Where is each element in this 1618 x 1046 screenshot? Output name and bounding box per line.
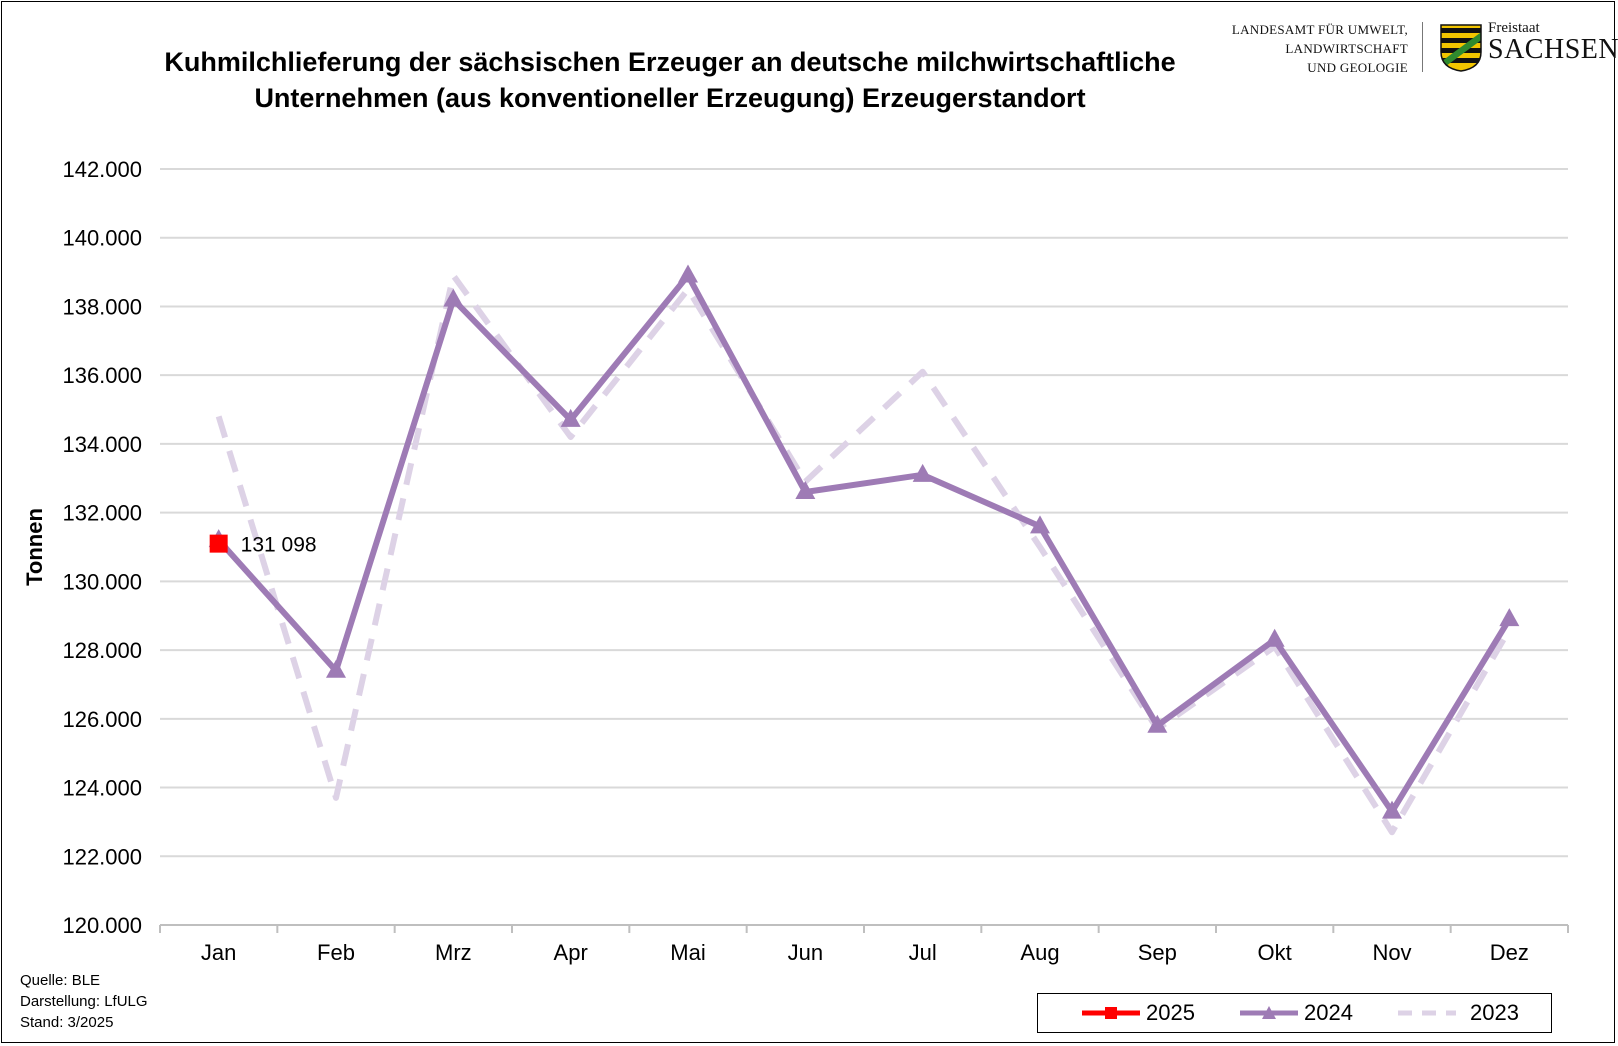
series-line-2024 <box>216 272 1512 815</box>
data-point-2024 <box>1030 515 1050 534</box>
footnote-date: Stand: 3/2025 <box>20 1014 114 1031</box>
chart-title-line1: Kuhmilchlieferung der sächsischen Erzeug… <box>164 47 1176 77</box>
legend-label-2023: 2023 <box>1470 1000 1519 1025</box>
agency-logo-line1: LANDESAMT FÜR UMWELT, <box>1231 22 1408 37</box>
y-tick-label: 134.000 <box>62 432 142 457</box>
data-point-2024 <box>912 463 933 482</box>
saxony-brand: Freistaat SACHSEN <box>1488 20 1618 64</box>
y-tick-label: 120.000 <box>62 913 142 938</box>
x-tick-label: Jul <box>909 940 937 965</box>
data-point-2024 <box>795 481 816 500</box>
data-point-2024 <box>326 659 346 678</box>
x-tick-label: Nov <box>1372 940 1411 965</box>
footnote-author: Darstellung: LfULG <box>20 993 148 1010</box>
data-point-2024 <box>443 288 464 307</box>
logo-divider <box>1422 22 1423 72</box>
x-tick-label: Sep <box>1138 940 1177 965</box>
x-tick-label: Aug <box>1020 940 1059 965</box>
x-tick-label: Apr <box>554 940 588 965</box>
legend-swatch-2023 <box>1398 1010 1456 1016</box>
data-label: 131 098 <box>241 534 317 557</box>
chart-title: Kuhmilchlieferung der sächsischen Erzeug… <box>100 44 1240 116</box>
data-point-2024 <box>1499 608 1520 627</box>
y-tick-label: 142.000 <box>62 157 142 182</box>
data-point-2024 <box>1382 800 1402 819</box>
y-tick-label: 140.000 <box>62 226 142 251</box>
y-tick-label: 128.000 <box>62 638 142 663</box>
x-tick-label: Mrz <box>435 940 472 965</box>
saxony-coat-of-arms-icon <box>1440 24 1482 72</box>
legend-label-2024: 2024 <box>1304 1000 1353 1025</box>
y-tick-label: 124.000 <box>62 776 142 801</box>
data-point-2024 <box>1147 714 1168 733</box>
chart-title-line2: Unternehmen (aus konventioneller Erzeugu… <box>254 83 1086 113</box>
y-tick-label: 138.000 <box>62 294 142 319</box>
y-tick-label: 126.000 <box>62 707 142 732</box>
data-point-2024 <box>678 264 698 283</box>
y-axis-title: Tonnen <box>22 508 47 586</box>
x-tick-label: Mai <box>670 940 705 965</box>
legend-item-2025: 2025 <box>1080 994 1195 1032</box>
y-tick-label: 132.000 <box>62 501 142 526</box>
legend-label-2025: 2025 <box>1146 1000 1195 1025</box>
data-point-2025 <box>209 534 228 553</box>
y-tick-label: 130.000 <box>62 569 142 594</box>
y-tick-label: 136.000 <box>62 363 142 388</box>
agency-logo-line3: UND GEOLOGIE <box>1307 60 1408 75</box>
x-tick-label: Okt <box>1258 940 1292 965</box>
brand-small-text: Freistaat <box>1488 20 1540 36</box>
chart-legend: 2025 2024 2023 <box>1037 993 1552 1033</box>
x-tick-label: Dez <box>1490 940 1529 965</box>
legend-swatch-2024 <box>1240 1006 1298 1019</box>
brand-big-text: SACHSEN <box>1488 34 1618 65</box>
x-tick-label: Jun <box>788 940 823 965</box>
series-line-2023 <box>215 272 1512 836</box>
data-point-2024 <box>1264 628 1285 647</box>
x-tick-label: Feb <box>317 940 355 965</box>
footnote-source: Quelle: BLE <box>20 972 101 989</box>
legend-swatch-2025 <box>1082 1007 1140 1019</box>
y-tick-label: 122.000 <box>62 844 142 869</box>
legend-item-2023: 2023 <box>1396 994 1519 1032</box>
data-point-2024 <box>560 408 581 427</box>
agency-logo-line2: LANDWIRTSCHAFT <box>1285 41 1408 56</box>
legend-item-2024: 2024 <box>1238 994 1353 1032</box>
footnote: Quelle: BLE Darstellung: LfULG Stand: 3/… <box>20 970 148 1033</box>
agency-logo-text: LANDESAMT FÜR UMWELT, LANDWIRTSCHAFT UND… <box>1232 20 1408 77</box>
x-tick-label: Jan <box>201 940 236 965</box>
